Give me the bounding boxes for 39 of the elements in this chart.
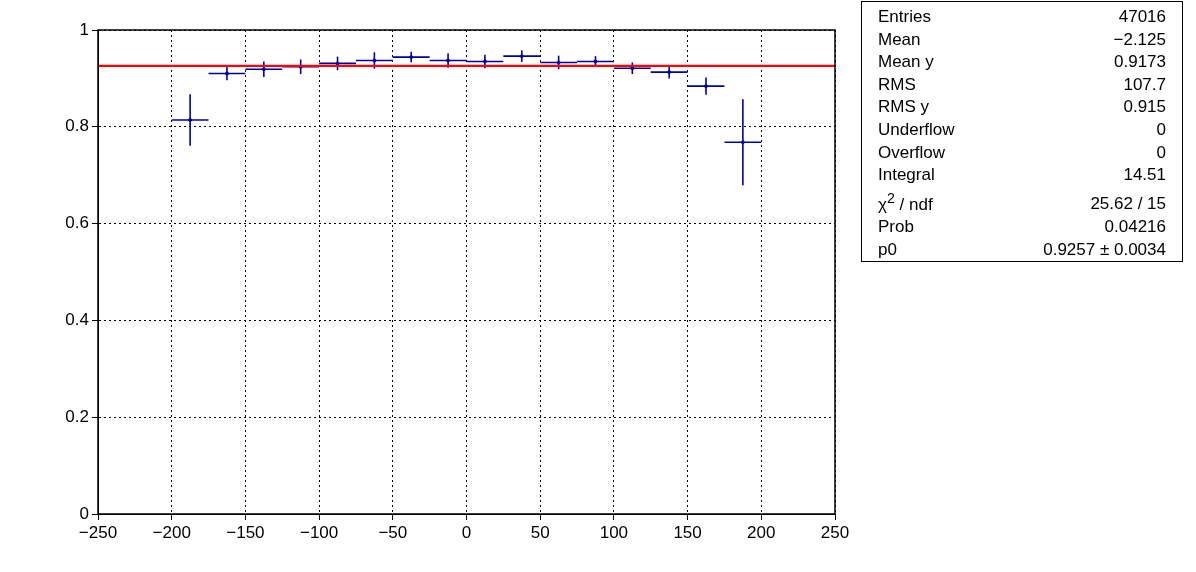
text: RMS (878, 73, 917, 96)
text: χ$^{2}$ / ndf (878, 188, 934, 216)
y-tick-label: 1 (79, 19, 89, 39)
text: Integral (878, 164, 936, 187)
text: Entries (878, 6, 932, 28)
text: 0.9257 ± 0.0034 (1042, 238, 1166, 261)
y-tick-label: 0.4 (65, 310, 89, 330)
x-tick-label: 50 (530, 522, 550, 542)
text: 0.04216 (1103, 216, 1166, 238)
x-tick-label: 100 (599, 522, 629, 542)
text: Mean y (878, 51, 935, 74)
text: 0 (1155, 141, 1166, 164)
text: Overflow (878, 141, 947, 164)
y-tick-label: 0 (79, 503, 89, 523)
y-tick-label: 0.2 (65, 406, 89, 426)
text: 0 (1155, 118, 1166, 141)
text: 0.9173 (1113, 51, 1166, 74)
x-tick-label: 200 (747, 522, 776, 542)
text: 14.51 (1122, 164, 1166, 187)
x-tick-label: 0 (461, 522, 472, 542)
text: 0.915 (1122, 96, 1166, 119)
text: 25.62 / 15 (1089, 193, 1166, 216)
text: 47016 (1117, 6, 1166, 28)
x-tick-label: −200 (152, 522, 191, 542)
x-tick-label: −100 (299, 522, 339, 542)
x-tick-label: −250 (78, 522, 118, 542)
x-tick-label: −150 (226, 522, 265, 542)
y-tick-label: 0.8 (65, 116, 89, 136)
x-tick-label: 150 (673, 522, 702, 542)
text: 107.7 (1122, 73, 1166, 96)
text: Underflow (878, 118, 956, 141)
text: RMS y (878, 96, 930, 119)
y-tick-label: 0.6 (65, 213, 89, 233)
text: −2.125 (1112, 28, 1166, 51)
text: p0 (878, 238, 898, 261)
x-tick-label: −50 (378, 522, 408, 542)
text: Prob (878, 216, 915, 238)
text: Mean (878, 28, 922, 51)
x-tick-label: 250 (820, 522, 850, 542)
